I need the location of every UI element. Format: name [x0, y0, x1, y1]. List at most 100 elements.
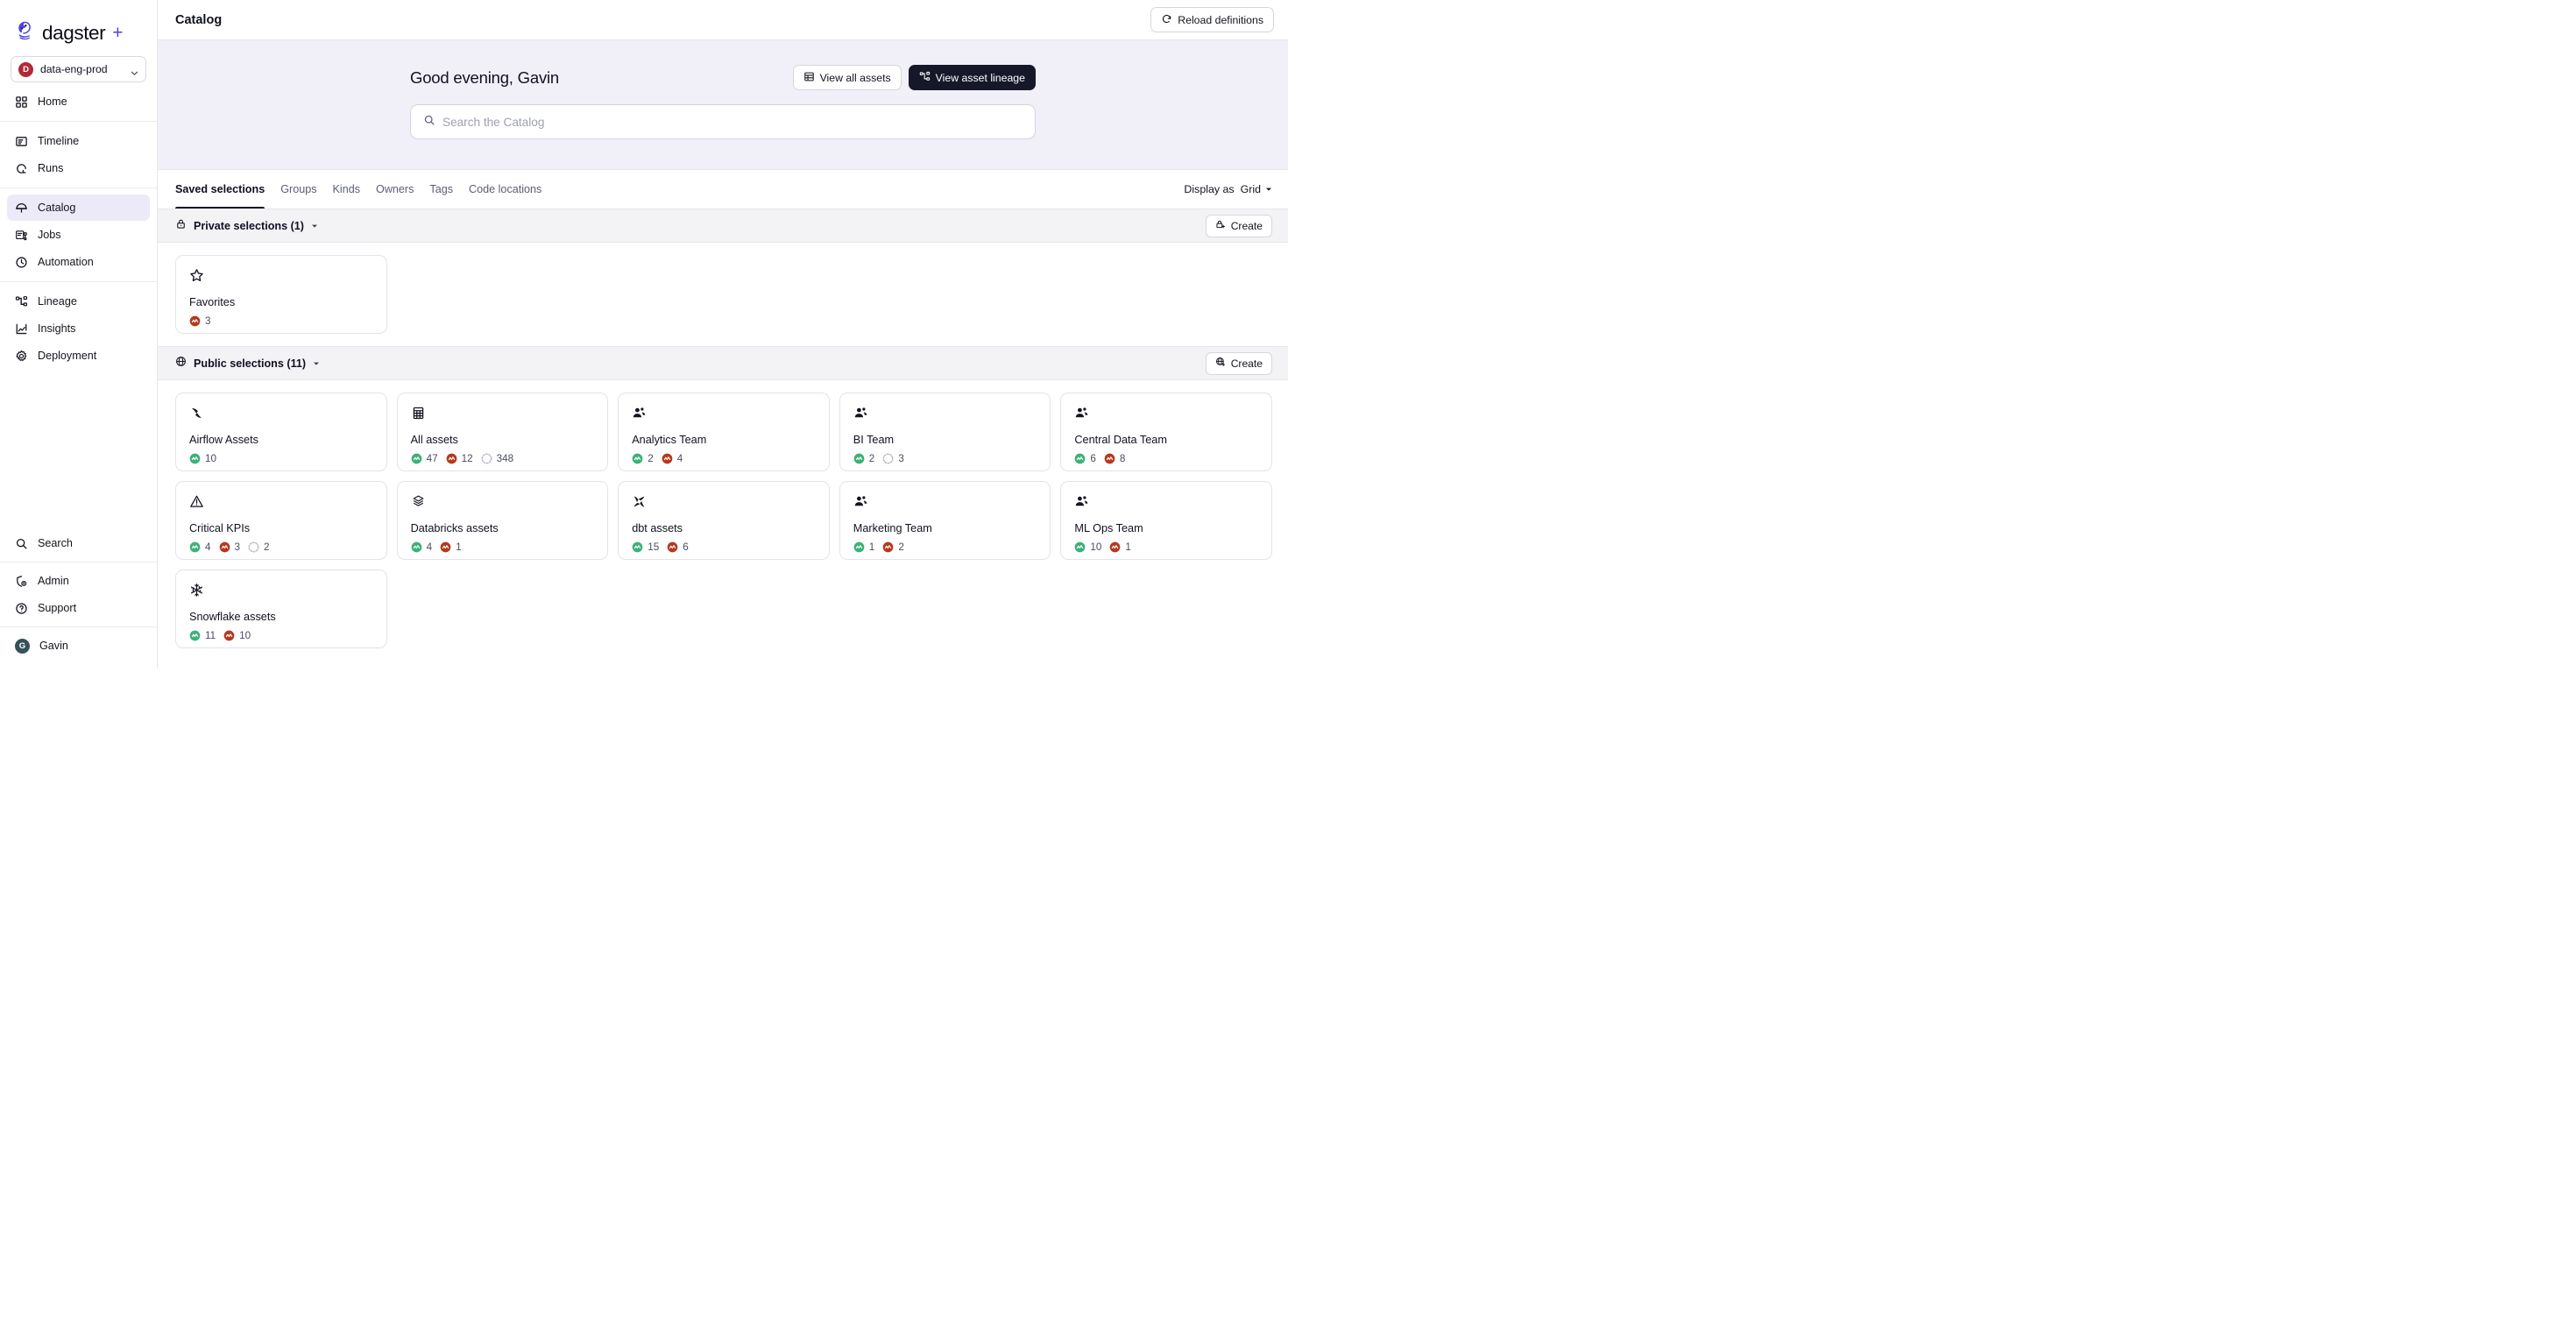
search-input[interactable]	[442, 115, 1023, 129]
sidebar-item-label: Support	[38, 602, 77, 614]
selection-card[interactable]: Databricks assets 4 1	[396, 481, 609, 560]
card-title: ML Ops Team	[1074, 522, 1143, 534]
sidebar-item-lineage[interactable]: Lineage	[7, 288, 150, 315]
brand-logo[interactable]: dagster +	[0, 0, 157, 51]
catalog-search-box[interactable]	[410, 104, 1036, 139]
failure-status-icon	[223, 630, 235, 641]
sidebar-item-user[interactable]: G Gavin	[7, 633, 150, 659]
card-title: Airflow Assets	[189, 434, 258, 446]
sidebar-item-label: Runs	[38, 162, 64, 174]
selection-card[interactable]: BI Team 2 3	[839, 393, 1051, 471]
create-public-selection-button[interactable]: Create	[1205, 351, 1272, 375]
sidebar-item-search[interactable]: Search	[7, 530, 150, 556]
warning-triangle-icon	[189, 494, 373, 513]
selection-card[interactable]: Airflow Assets 10	[175, 393, 387, 471]
failure-status-icon	[1104, 453, 1115, 464]
deployment-avatar: D	[18, 61, 33, 77]
sidebar-item-automation[interactable]: Automation	[7, 249, 150, 275]
sidebar-item-label: Gavin	[39, 640, 68, 652]
status-count: 2	[264, 541, 270, 553]
view-asset-lineage-button[interactable]: View asset lineage	[908, 65, 1036, 90]
selection-card[interactable]: Central Data Team 6 8	[1060, 393, 1272, 471]
sidebar: dagster + D data-eng-prod Home	[0, 0, 158, 668]
selection-card[interactable]: All assets 47 12 348	[396, 393, 609, 471]
view-all-assets-button[interactable]: View all assets	[792, 65, 902, 90]
failure-status-icon	[446, 453, 457, 464]
selection-card[interactable]: Snowflake assets 11 10	[175, 569, 387, 648]
failure-status-icon	[1109, 541, 1121, 553]
failure-status-icon	[662, 453, 673, 464]
selection-card[interactable]: Critical KPIs 4 3 2	[175, 481, 387, 560]
card-title: Favorites	[189, 296, 236, 308]
reload-definitions-button[interactable]: Reload definitions	[1150, 7, 1274, 32]
databricks-icon	[411, 494, 595, 513]
card-title: dbt assets	[632, 522, 683, 534]
card-title: BI Team	[853, 434, 895, 446]
card-stats: 15 6	[632, 541, 816, 553]
tab-owners[interactable]: Owners	[376, 170, 414, 209]
status-count: 4	[205, 541, 211, 553]
sidebar-item-home[interactable]: Home	[7, 88, 150, 115]
hero-banner: Good evening, Gavin View all assets	[158, 40, 1288, 170]
catalog-icon	[15, 202, 28, 215]
status-badge-failure: 8	[1104, 453, 1125, 464]
status-badge-success: 2	[632, 453, 654, 464]
sidebar-item-label: Insights	[38, 322, 76, 335]
dbt-icon	[632, 494, 816, 513]
create-private-selection-button[interactable]: Create	[1205, 214, 1272, 237]
chevron-down-icon	[1265, 183, 1272, 195]
sidebar-item-support[interactable]: Support	[7, 595, 150, 621]
sidebar-item-runs[interactable]: Runs	[7, 155, 150, 181]
status-badge-success: 11	[189, 630, 216, 641]
status-badge-failure: 6	[667, 541, 689, 553]
failure-status-icon	[667, 541, 678, 553]
dagster-whale-logo-icon	[15, 20, 36, 46]
success-status-icon	[411, 541, 422, 553]
catalog-tabs: Saved selections Groups Kinds Owners Tag…	[175, 170, 541, 209]
display-as-value: Grid	[1240, 183, 1261, 195]
chevron-down-icon	[311, 218, 318, 234]
status-badge-pending: 348	[481, 453, 513, 464]
status-count: 1	[456, 541, 462, 553]
success-status-icon	[853, 541, 865, 553]
deployment-selector[interactable]: D data-eng-prod	[11, 56, 146, 82]
globe-icon	[175, 356, 187, 371]
lock-icon	[175, 218, 187, 234]
section-title: Private selections (1)	[194, 219, 304, 232]
display-as-select[interactable]: Grid	[1241, 183, 1272, 195]
view-all-assets-label: View all assets	[819, 71, 891, 84]
tab-saved-selections[interactable]: Saved selections	[175, 170, 265, 209]
sidebar-spacer	[0, 375, 157, 525]
private-selections-toggle[interactable]: Private selections (1)	[175, 218, 318, 234]
selection-card[interactable]: ML Ops Team 10 1	[1060, 481, 1272, 560]
nav-group: Timeline Runs	[0, 121, 157, 187]
sidebar-item-jobs[interactable]: Jobs	[7, 222, 150, 248]
pending-status-icon	[248, 541, 259, 553]
failure-status-icon	[440, 541, 451, 553]
tab-code-locations[interactable]: Code locations	[469, 170, 541, 209]
card-title: Central Data Team	[1074, 434, 1167, 446]
sidebar-item-timeline[interactable]: Timeline	[7, 128, 150, 154]
status-count: 6	[1090, 452, 1096, 464]
sidebar-item-catalog[interactable]: Catalog	[7, 195, 150, 221]
selection-card[interactable]: Marketing Team 1 2	[839, 481, 1051, 560]
main-content: Catalog Reload definitions Good evening,…	[158, 0, 1288, 668]
selection-card[interactable]: dbt assets 15 6	[618, 481, 830, 560]
status-badge-success: 1	[853, 541, 874, 553]
tab-groups[interactable]: Groups	[280, 170, 316, 209]
tab-tags[interactable]: Tags	[429, 170, 453, 209]
selection-card-favorites[interactable]: Favorites 3	[175, 255, 387, 334]
card-title: Analytics Team	[632, 434, 707, 446]
status-badge-failure: 12	[446, 453, 473, 464]
sidebar-item-insights[interactable]: Insights	[7, 315, 150, 342]
status-count: 4	[426, 541, 433, 553]
sidebar-item-admin[interactable]: Admin	[7, 568, 150, 594]
sidebar-item-deployment[interactable]: Deployment	[7, 343, 150, 369]
selection-card[interactable]: Analytics Team 2 4	[618, 393, 830, 471]
public-selections-toggle[interactable]: Public selections (11)	[175, 356, 320, 371]
card-title: Marketing Team	[853, 522, 932, 534]
status-count: 12	[461, 452, 473, 464]
tab-kinds[interactable]: Kinds	[333, 170, 361, 209]
success-status-icon	[632, 541, 643, 553]
